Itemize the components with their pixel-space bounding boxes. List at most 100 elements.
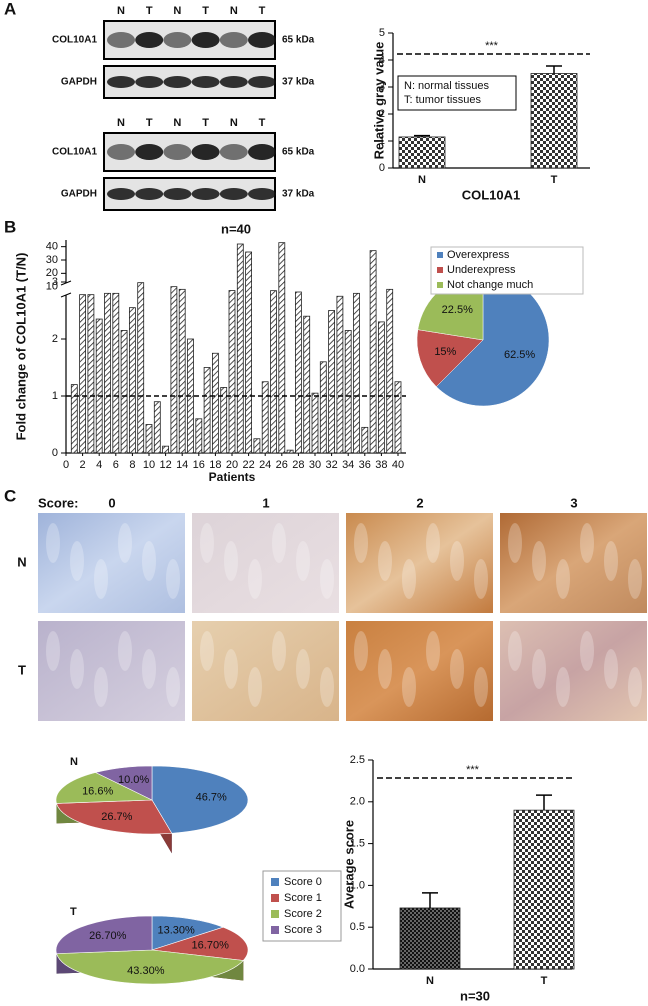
blot-band: [135, 188, 164, 200]
tissue-texture: [224, 541, 238, 581]
y-tick-label: 2: [52, 333, 58, 345]
tissue-texture: [46, 523, 60, 563]
slice-label: 16.6%: [82, 785, 113, 797]
bar: [369, 250, 377, 454]
y-tick-label: 1: [52, 390, 58, 402]
x-tick-label: T: [551, 174, 558, 186]
legend-swatch: [271, 926, 279, 934]
x-tick-label: 26: [276, 459, 288, 471]
tissue-texture: [604, 541, 618, 581]
x-tick-label: N: [418, 174, 426, 186]
bar: [311, 392, 319, 454]
x-tick-label: 0: [63, 459, 69, 471]
bar: [145, 424, 153, 454]
chart-title: n=40: [221, 221, 251, 236]
bar: [228, 290, 236, 454]
tissue-texture: [320, 559, 334, 599]
tissue-texture: [508, 631, 522, 671]
pie-slice: [56, 949, 244, 985]
lane-label: N: [117, 5, 125, 17]
bar: [79, 294, 86, 454]
legend-swatch: [271, 894, 279, 902]
pie-slice: [151, 926, 249, 961]
tissue-texture: [604, 649, 618, 689]
protein-label: GAPDH: [61, 77, 97, 88]
tissue-texture: [628, 667, 642, 707]
lane-label: N: [230, 117, 238, 129]
bar: [530, 73, 578, 169]
tissue-texture: [70, 649, 84, 689]
x-tick-label: 24: [259, 459, 271, 471]
error-bar: [546, 65, 562, 74]
score-label: Score:: [38, 495, 78, 510]
score: 1: [262, 495, 269, 510]
panel-label: B: [4, 217, 16, 236]
bar: [170, 286, 178, 454]
axis-break: [60, 283, 72, 295]
blot-band: [248, 188, 276, 200]
blot-band: [135, 32, 164, 48]
tissue-texture: [166, 559, 180, 599]
blot-band: [219, 188, 248, 200]
blot-band: [107, 76, 135, 88]
significance-label: ***: [466, 764, 480, 776]
legend-box: [430, 246, 584, 295]
blot-band: [135, 76, 164, 88]
x-tick-label: 32: [325, 459, 337, 471]
blot-band: [248, 144, 276, 160]
blot-band: [219, 144, 248, 160]
blot-band: [248, 76, 276, 88]
tissue-texture: [142, 649, 156, 689]
tissue-texture: [354, 631, 368, 671]
protein-label: GAPDH: [61, 189, 97, 200]
bar: [336, 295, 344, 454]
blot-band: [107, 144, 135, 160]
bar: [245, 251, 253, 454]
lane-label: N: [173, 117, 181, 129]
legend-label: Score 1: [284, 892, 322, 904]
bar: [211, 352, 219, 454]
y-axis-title: Fold change of COL10A1 (T/N): [13, 253, 28, 441]
blot-band: [191, 76, 220, 88]
bar: [399, 907, 461, 970]
legend-swatch: [437, 282, 443, 288]
blot-band: [163, 76, 192, 88]
lane-label: T: [202, 117, 209, 129]
tissue-texture: [296, 541, 310, 581]
slice-label: 26.70%: [89, 930, 127, 942]
x-axis-title: n=30: [460, 988, 490, 1003]
tissue-texture: [532, 649, 546, 689]
pie-slice: [151, 765, 249, 834]
legend-text: T: tumor tissues: [404, 94, 482, 106]
lane-label: T: [146, 117, 153, 129]
ihc-image: [38, 513, 185, 613]
panel-label: A: [4, 0, 16, 18]
tissue-texture: [142, 541, 156, 581]
bar: [104, 292, 111, 454]
bar: [294, 291, 302, 454]
bar: [120, 330, 128, 454]
slice-label: 10.0%: [118, 774, 149, 786]
y-tick-label: 1.5: [350, 838, 365, 850]
ihc-image: [346, 621, 493, 721]
pie-slice: [56, 799, 173, 835]
x-tick-label: 4: [96, 459, 102, 471]
axis-break: [60, 292, 72, 298]
lane-label: N: [173, 5, 181, 17]
bar: [220, 387, 228, 454]
pie-slice: [416, 329, 484, 388]
blot-band: [191, 32, 220, 48]
bar: [344, 330, 352, 454]
row-label: N: [17, 554, 26, 569]
ihc-image: [192, 513, 339, 613]
bar: [361, 426, 369, 454]
x-tick-label: 10: [143, 459, 155, 471]
blot-band: [219, 32, 248, 48]
blot-band: [163, 188, 192, 200]
tissue-texture: [320, 667, 334, 707]
slice-label: 13.30%: [157, 925, 195, 937]
panel-label: C: [4, 486, 16, 505]
tissue-texture: [402, 667, 416, 707]
tissue-texture: [248, 559, 262, 599]
